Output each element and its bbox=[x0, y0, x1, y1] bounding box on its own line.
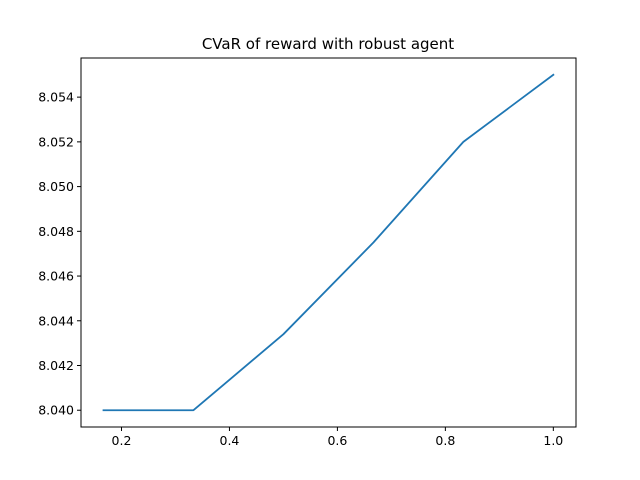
chart-title: CVaR of reward with robust agent bbox=[202, 35, 454, 53]
x-tick-label: 0.8 bbox=[435, 433, 455, 448]
y-tick-label: 8.046 bbox=[38, 269, 74, 284]
y-tick-label: 8.050 bbox=[38, 179, 74, 194]
y-tick-label: 8.048 bbox=[38, 224, 74, 239]
x-axis: 0.2 0.4 0.6 0.8 1.0 bbox=[112, 427, 563, 448]
plot-area bbox=[102, 73, 555, 412]
x-tick-label: 0.2 bbox=[112, 433, 132, 448]
y-tick-label: 8.044 bbox=[38, 313, 74, 328]
axes-frame bbox=[80, 57, 577, 428]
y-axis: 8.040 8.042 8.044 8.046 8.048 8.050 8.052 8.054 bbox=[38, 90, 81, 418]
y-tick-label: 8.052 bbox=[38, 134, 74, 149]
x-tick-label: 0.4 bbox=[220, 433, 240, 448]
y-tick-label: 8.040 bbox=[38, 403, 74, 418]
y-tick-label: 8.054 bbox=[38, 90, 74, 105]
x-tick-label: 1.0 bbox=[543, 433, 563, 448]
series-line bbox=[102, 73, 555, 412]
x-tick-label: 0.6 bbox=[327, 433, 347, 448]
y-tick-label: 8.042 bbox=[38, 358, 74, 373]
